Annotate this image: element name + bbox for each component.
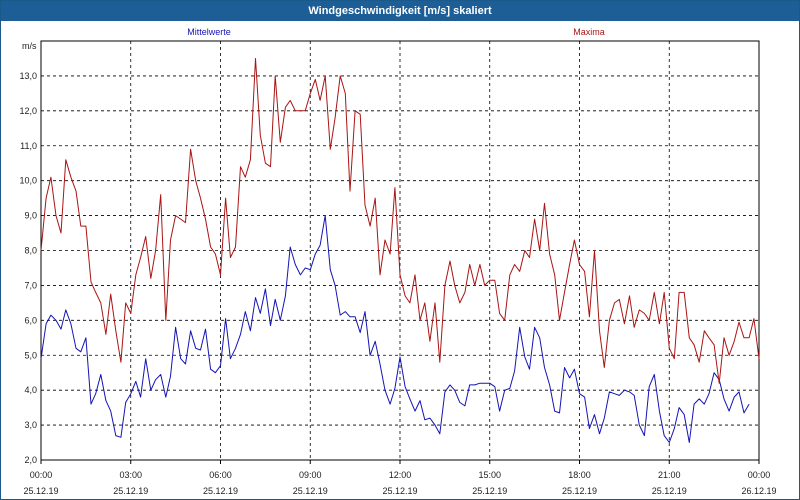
y-tick-label: 4,0 xyxy=(24,385,37,395)
y-tick-label: 2,0 xyxy=(24,455,37,465)
x-tick-label-date: 25.12.19 xyxy=(652,486,687,496)
y-tick-label: 3,0 xyxy=(24,420,37,430)
x-tick-label-date: 25.12.19 xyxy=(562,486,597,496)
x-tick-label-time: 09:00 xyxy=(299,470,322,480)
x-tick-label-date: 25.12.19 xyxy=(293,486,328,496)
y-tick-label: 5,0 xyxy=(24,350,37,360)
x-tick-label-date: 25.12.19 xyxy=(382,486,417,496)
x-tick-label-time: 21:00 xyxy=(658,470,681,480)
y-axis-unit-label: m/s xyxy=(22,41,37,51)
x-tick-label-time: 00:00 xyxy=(748,470,771,480)
x-tick-label-time: 15:00 xyxy=(478,470,501,480)
legend-label-mittelwerte: Mittelwerte xyxy=(187,27,231,37)
chart-title: Windgeschwindigkeit [m/s] skaliert xyxy=(1,1,799,21)
series-line-mittelwerte xyxy=(40,215,750,443)
x-tick-label-time: 03:00 xyxy=(119,470,142,480)
x-tick-label-date: 25.12.19 xyxy=(203,486,238,496)
y-tick-label: 7,0 xyxy=(24,280,37,290)
x-tick-label-time: 18:00 xyxy=(568,470,591,480)
y-tick-label: 13,0 xyxy=(19,71,37,81)
x-tick-label-date: 25.12.19 xyxy=(23,486,58,496)
series-line-maxima xyxy=(40,58,760,384)
x-tick-label-date: 26.12.19 xyxy=(741,486,776,496)
x-tick-label-time: 12:00 xyxy=(389,470,412,480)
legend-label-maxima: Maxima xyxy=(573,27,605,37)
axes: m/s Mittelwerte Maxima 2,0 3,0 4,0 5,0 6,0 7,… xyxy=(19,27,776,496)
y-tick-label: 6,0 xyxy=(24,315,37,325)
y-tick-label: 8,0 xyxy=(24,246,37,256)
x-tick-label-time: 00:00 xyxy=(30,470,53,480)
x-tick-label-date: 25.12.19 xyxy=(113,486,148,496)
y-tick-label: 11,0 xyxy=(20,141,37,151)
y-tick-label: 9,0 xyxy=(24,211,37,221)
y-tick-label: 12,0 xyxy=(19,106,37,116)
x-tick-label-time: 06:00 xyxy=(209,470,232,480)
y-tick-label: 10,0 xyxy=(19,176,37,186)
series-group xyxy=(40,58,760,443)
grid xyxy=(40,40,760,464)
x-tick-label-date: 25.12.19 xyxy=(472,486,507,496)
